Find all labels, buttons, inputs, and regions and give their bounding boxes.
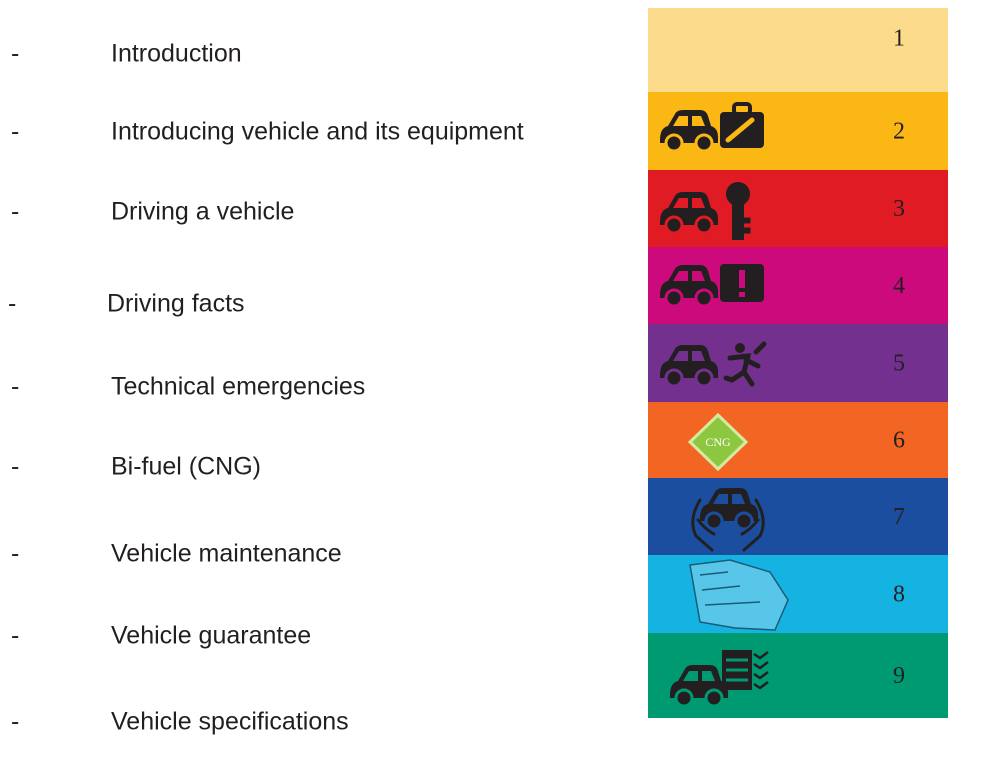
car-wheel — [666, 135, 682, 151]
toc-entry: - Bi-fuel (CNG) CNG 6 — [11, 402, 948, 481]
entry-title: Vehicle guarantee — [111, 622, 311, 650]
car-wheel — [696, 290, 712, 306]
car-wheel — [666, 217, 682, 233]
entry-dash: - — [11, 622, 19, 650]
key-shaft — [732, 200, 744, 240]
car-wheel — [676, 690, 692, 706]
entry-title: Vehicle maintenance — [111, 540, 342, 568]
entry-dash: - — [11, 198, 19, 226]
toc-entry: - Introducing vehicle and its equipment 2 — [11, 92, 948, 170]
toc-entry: - Driving facts 4 — [8, 247, 948, 324]
entry-dash: - — [11, 540, 19, 568]
chapter-number: 5 — [893, 351, 905, 377]
chapter-number: 3 — [893, 196, 905, 222]
toc-entry: - Vehicle maintenance 7 — [11, 478, 948, 568]
car-wheel — [696, 217, 712, 233]
entry-dash: - — [11, 40, 19, 68]
contents-page: - Introduction 1 - Introducing vehicle and i… — [0, 0, 1003, 774]
entry-title: Introduction — [111, 40, 242, 68]
entry-dash: - — [11, 118, 19, 146]
cng-label: CNG — [705, 435, 731, 449]
car-wheel — [706, 690, 722, 706]
mechanic-head — [735, 343, 745, 353]
entry-title: Introducing vehicle and its equipment — [111, 118, 524, 146]
entry-dash: - — [11, 453, 19, 481]
entry-dash: - — [11, 708, 19, 736]
page: - Introduction 1 - Introducing vehicle and i… — [0, 0, 1003, 774]
chapter-number: 9 — [893, 663, 905, 689]
chapter-number: 7 — [893, 504, 905, 530]
chapter-number: 8 — [893, 582, 905, 608]
entry-title: Driving facts — [107, 290, 245, 318]
toc-entry: - Introduction 1 — [11, 8, 948, 92]
car-wheel — [706, 513, 722, 529]
entry-title: Technical emergencies — [111, 373, 365, 401]
toc-entry: - Technical emergencies 5 — [11, 324, 948, 402]
entry-dash: - — [11, 373, 19, 401]
car-wheel — [696, 370, 712, 386]
car-wheel — [666, 290, 682, 306]
warning-mark — [739, 270, 745, 288]
chapter-number: 4 — [893, 273, 905, 299]
chapter-number: 1 — [893, 26, 905, 52]
entry-dash: - — [8, 290, 16, 318]
car-wheel — [696, 135, 712, 151]
toc-entry: - Driving a vehicle 3 — [11, 170, 948, 247]
entry-title: Driving a vehicle — [111, 198, 294, 226]
car-wheel — [666, 370, 682, 386]
chapter-number: 6 — [893, 428, 905, 454]
warning-dot — [739, 292, 745, 297]
entry-title: Bi-fuel (CNG) — [111, 453, 261, 481]
chapter-number: 2 — [893, 119, 905, 145]
car-wheel — [736, 513, 752, 529]
entry-title: Vehicle specifications — [111, 708, 349, 736]
